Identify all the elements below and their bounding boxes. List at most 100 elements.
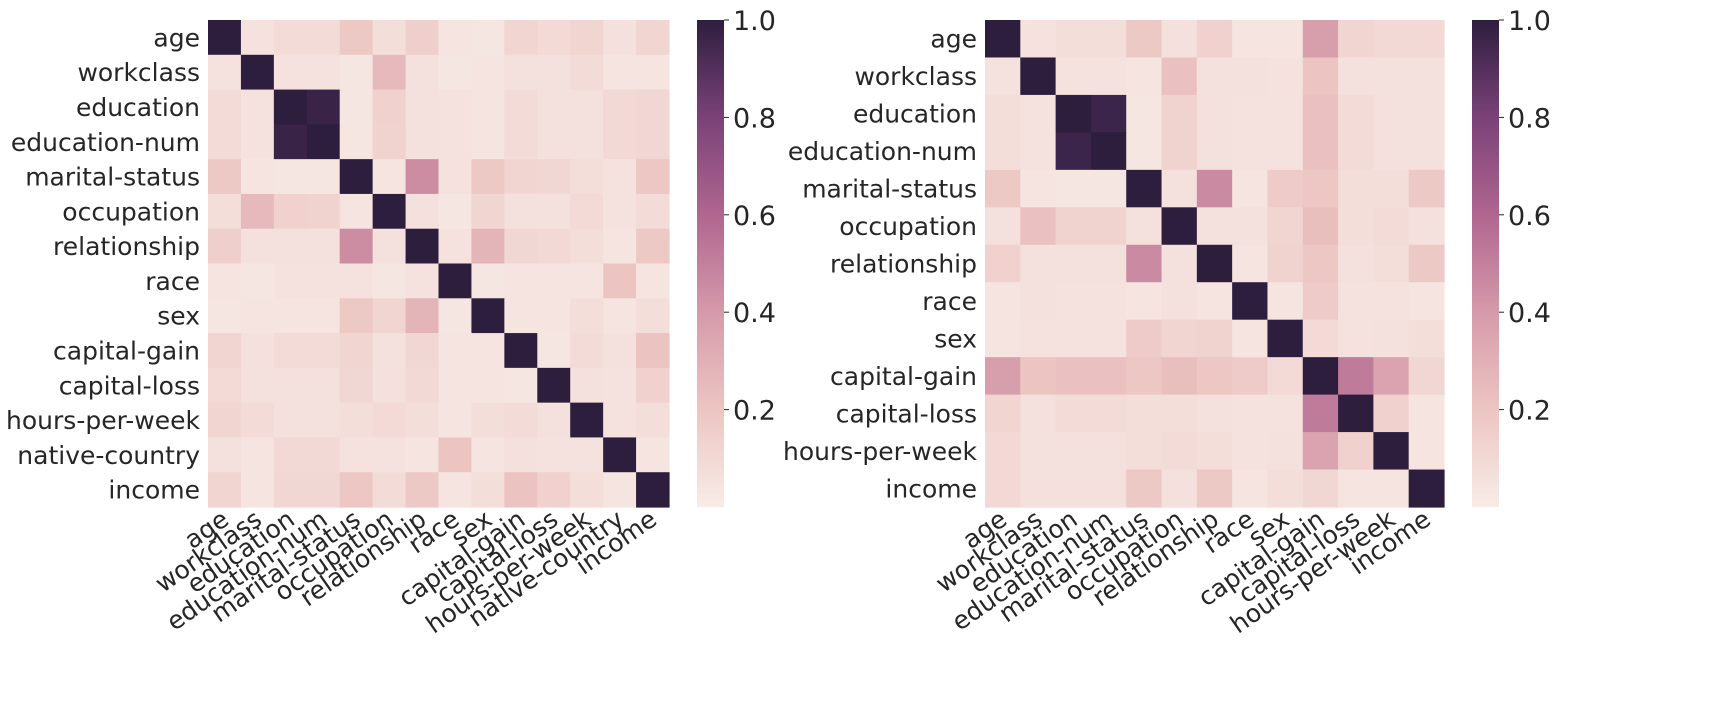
heatmap-cell-hours-per-week-x-race bbox=[1232, 432, 1269, 471]
heatmap-cell-marital-status-x-workclass bbox=[240, 159, 275, 195]
heatmap-cell-relationship-x-race bbox=[1232, 244, 1269, 283]
heatmap-cell-age-x-workclass bbox=[240, 20, 275, 56]
heatmap-cell-capital-gain-x-age bbox=[208, 333, 242, 369]
heatmap-cell-marital-status-x-education bbox=[273, 159, 308, 195]
heatmap-cell-relationship-x-hours-per-week bbox=[1373, 244, 1410, 283]
heatmap-cell-native-country-x-capital-loss bbox=[537, 437, 571, 473]
heatmap-cell-occupation-x-income bbox=[1408, 207, 1445, 246]
heatmap-cell-hours-per-week-x-relationship bbox=[1196, 432, 1233, 471]
heatmap-cell-income-x-education bbox=[1055, 469, 1092, 508]
colorbar-tick-label: 0.6 bbox=[733, 201, 776, 232]
heatmap-cell-education-x-native-country bbox=[603, 89, 637, 125]
heatmap-cell-education-x-sex bbox=[471, 89, 505, 125]
heatmap-cell-workclass-x-marital-status bbox=[1126, 57, 1163, 96]
heatmap-cell-capital-gain-x-relationship bbox=[405, 333, 440, 369]
heatmap-cell-relationship-x-occupation bbox=[372, 228, 407, 265]
heatmap-cell-workclass-x-age bbox=[985, 57, 1021, 96]
heatmap-cell-education-x-age bbox=[985, 94, 1021, 133]
heatmap-cell-hours-per-week-x-occupation bbox=[372, 402, 407, 439]
heatmap-cell-income-x-education bbox=[273, 472, 308, 508]
heatmap-cell-capital-loss-x-age bbox=[208, 367, 242, 404]
heatmap-cell-relationship-x-capital-gain bbox=[504, 228, 538, 265]
heatmap-cell-occupation-x-education bbox=[1055, 207, 1092, 246]
heatmap-cell-hours-per-week-x-capital-loss bbox=[1338, 432, 1374, 471]
heatmap-cell-race-x-hours-per-week bbox=[570, 263, 604, 299]
heatmap-cell-education-x-capital-loss bbox=[537, 89, 571, 125]
heatmap-cell-occupation-x-occupation bbox=[1161, 207, 1198, 246]
heatmap-cell-income-x-age bbox=[208, 472, 242, 508]
heatmap-cell-age-x-education-num bbox=[306, 20, 341, 56]
heatmap-cell-race-x-relationship bbox=[1196, 282, 1233, 321]
heatmap-cell-age-x-age bbox=[208, 20, 242, 56]
y-tick-label-age: age bbox=[153, 23, 200, 52]
heatmap-cell-workclass-x-income bbox=[636, 54, 670, 91]
heatmap-cell-income-x-income bbox=[1408, 469, 1445, 508]
heatmap-cell-workclass-x-workclass bbox=[240, 54, 275, 91]
heatmap-cell-capital-loss-x-education-num bbox=[306, 367, 341, 404]
heatmap-cell-capital-loss-x-workclass bbox=[1020, 394, 1057, 433]
heatmap-cell-native-country-x-age bbox=[208, 437, 242, 473]
heatmap-cell-capital-loss-x-capital-gain bbox=[504, 367, 538, 404]
heatmap-cell-relationship-x-race bbox=[438, 228, 473, 265]
y-tick-label-education: education bbox=[76, 93, 200, 122]
heatmap-cell-relationship-x-capital-loss bbox=[537, 228, 571, 265]
heatmap-cell-age-x-marital-status bbox=[1126, 20, 1163, 59]
heatmap-cell-occupation-x-age bbox=[208, 193, 242, 230]
heatmap-cell-capital-loss-x-age bbox=[985, 394, 1021, 433]
heatmap-cell-education-num-x-race bbox=[1232, 132, 1269, 171]
heatmap-cell-workclass-x-income bbox=[1408, 57, 1445, 96]
heatmap-cell-education-x-occupation bbox=[372, 89, 407, 125]
heatmap-cell-education-num-x-income bbox=[1408, 132, 1445, 171]
heatmap-cell-occupation-x-education-num bbox=[1090, 207, 1127, 246]
heatmap-cell-capital-gain-x-education bbox=[273, 333, 308, 369]
heatmap-cell-capital-gain-x-workclass bbox=[240, 333, 275, 369]
heatmap-cell-sex-x-capital-gain bbox=[1302, 319, 1339, 358]
heatmap-cell-education-x-race bbox=[1232, 94, 1269, 133]
heatmap-panel-left: age workclass education education-num marita… bbox=[6, 6, 776, 639]
heatmap-cell-hours-per-week-x-workclass bbox=[1020, 432, 1057, 471]
heatmap-cells bbox=[985, 20, 1445, 508]
heatmap-cells bbox=[208, 20, 670, 508]
heatmap-cell-education-x-education bbox=[273, 89, 308, 125]
heatmap-cell-capital-loss-x-capital-loss bbox=[537, 367, 571, 404]
heatmap-cell-relationship-x-education-num bbox=[1090, 244, 1127, 283]
heatmap-cell-age-x-sex bbox=[1267, 20, 1304, 59]
y-tick-label-education: education bbox=[853, 100, 977, 129]
heatmap-cell-race-x-native-country bbox=[603, 263, 637, 299]
heatmap-cell-hours-per-week-x-capital-gain bbox=[504, 402, 538, 439]
heatmap-cell-capital-loss-x-hours-per-week bbox=[570, 367, 604, 404]
heatmap-cell-occupation-x-capital-loss bbox=[537, 193, 571, 230]
heatmap-cell-marital-status-x-capital-loss bbox=[537, 159, 571, 195]
heatmap-cell-workclass-x-education bbox=[1055, 57, 1092, 96]
heatmap-cell-hours-per-week-x-occupation bbox=[1161, 432, 1198, 471]
heatmap-cell-race-x-education bbox=[1055, 282, 1092, 321]
heatmap-cell-race-x-capital-loss bbox=[1338, 282, 1374, 321]
heatmap-cell-hours-per-week-x-income bbox=[636, 402, 670, 439]
heatmap-cell-sex-x-workclass bbox=[240, 298, 275, 334]
heatmap-cell-capital-loss-x-marital-status bbox=[1126, 394, 1163, 433]
heatmap-cell-education-x-marital-status bbox=[339, 89, 374, 125]
heatmap-cell-marital-status-x-income bbox=[1408, 169, 1445, 208]
heatmap-cell-relationship-x-age bbox=[208, 228, 242, 265]
heatmap-cell-education-x-income bbox=[1408, 94, 1445, 133]
heatmap-cell-hours-per-week-x-capital-gain bbox=[1302, 432, 1339, 471]
heatmap-cell-relationship-x-native-country bbox=[603, 228, 637, 265]
heatmap-cell-native-country-x-hours-per-week bbox=[570, 437, 604, 473]
heatmap-cell-workclass-x-race bbox=[438, 54, 473, 91]
heatmap-cell-race-x-income bbox=[636, 263, 670, 299]
heatmap-cell-capital-loss-x-capital-loss bbox=[1338, 394, 1374, 433]
heatmap-cell-marital-status-x-capital-loss bbox=[1338, 169, 1374, 208]
heatmap-cell-capital-loss-x-income bbox=[1408, 394, 1445, 433]
heatmap-cell-occupation-x-sex bbox=[1267, 207, 1304, 246]
heatmap-cell-marital-status-x-age bbox=[985, 169, 1021, 208]
heatmap-cell-hours-per-week-x-native-country bbox=[603, 402, 637, 439]
heatmap-cell-hours-per-week-x-sex bbox=[471, 402, 505, 439]
heatmap-cell-workclass-x-hours-per-week bbox=[1373, 57, 1410, 96]
heatmap-cell-age-x-income bbox=[636, 20, 670, 56]
heatmap-cell-native-country-x-capital-gain bbox=[504, 437, 538, 473]
heatmap-cell-age-x-capital-loss bbox=[537, 20, 571, 56]
heatmap-cell-hours-per-week-x-race bbox=[438, 402, 473, 439]
colorbar-tick-label: 0.6 bbox=[1508, 201, 1551, 232]
heatmap-cell-education-x-capital-gain bbox=[504, 89, 538, 125]
heatmap-cell-sex-x-native-country bbox=[603, 298, 637, 334]
